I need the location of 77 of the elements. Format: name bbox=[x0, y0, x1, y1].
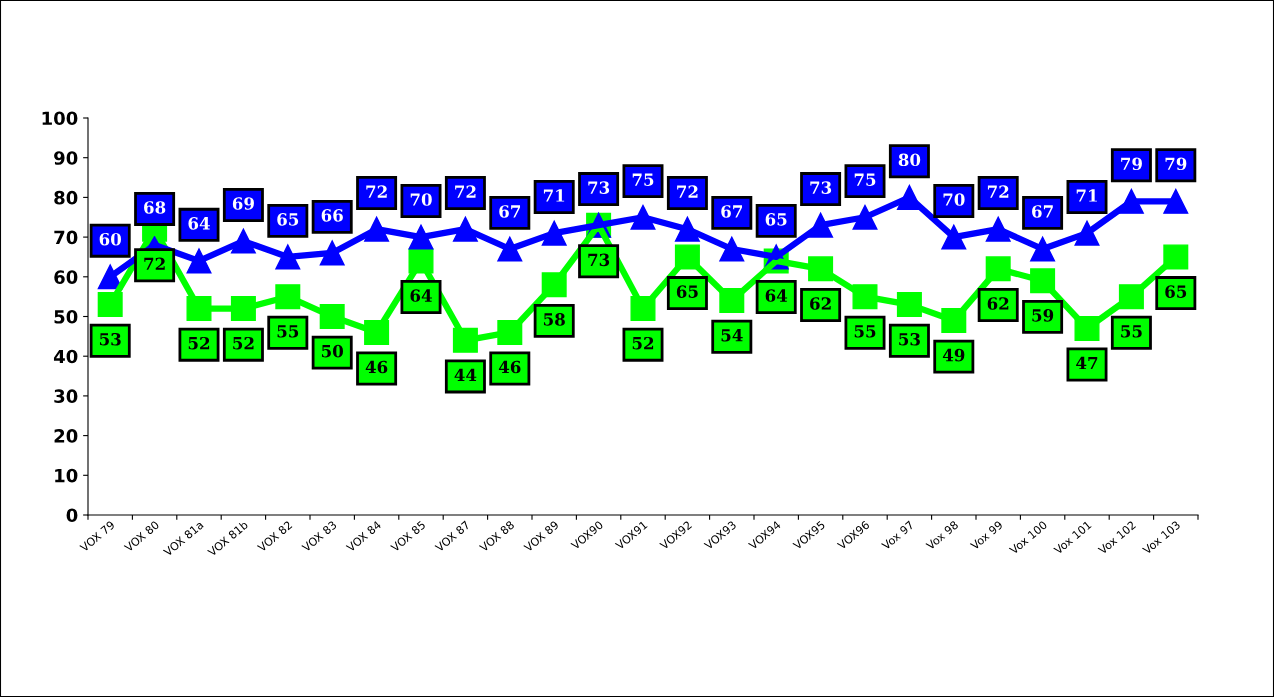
data-label: 52 bbox=[233, 336, 254, 350]
data-label: 46 bbox=[365, 360, 388, 374]
data-label: 73 bbox=[810, 181, 832, 194]
data-label: 75 bbox=[854, 173, 876, 186]
data-label: 69 bbox=[232, 197, 254, 210]
x-tick-label: VOX 88 bbox=[478, 520, 515, 553]
data-label: 49 bbox=[942, 348, 965, 362]
data-label: 79 bbox=[1121, 157, 1142, 171]
x-tick-label: Vox 100 bbox=[1008, 520, 1048, 555]
y-tick-label: 10 bbox=[55, 468, 78, 483]
data-label: 59 bbox=[1032, 309, 1054, 322]
data-label: 67 bbox=[499, 205, 521, 218]
data-label: 55 bbox=[277, 325, 299, 338]
y-tick-label: 80 bbox=[54, 190, 78, 205]
data-label: 47 bbox=[1076, 356, 1098, 370]
y-tick-label: 60 bbox=[54, 270, 78, 284]
data-label: 64 bbox=[410, 289, 432, 302]
y-tick-label: 90 bbox=[54, 151, 78, 165]
data-label: 65 bbox=[676, 285, 698, 298]
x-tick-label: Vox 97 bbox=[880, 520, 915, 551]
y-tick-label: 70 bbox=[54, 230, 78, 245]
data-label: 58 bbox=[543, 313, 565, 326]
data-label: 64 bbox=[765, 289, 788, 302]
data-label: 70 bbox=[943, 193, 965, 206]
y-tick-label: 30 bbox=[54, 389, 78, 404]
data-label: 65 bbox=[1165, 285, 1187, 298]
data-label: 54 bbox=[721, 328, 743, 342]
data-label: 72 bbox=[677, 185, 698, 198]
data-label: 62 bbox=[987, 297, 1009, 310]
y-tick-label: 100 bbox=[42, 111, 78, 126]
data-label: 62 bbox=[810, 297, 831, 310]
x-tick-label: VOX 79 bbox=[79, 520, 116, 553]
data-label: 52 bbox=[632, 336, 654, 350]
data-label: 52 bbox=[188, 336, 210, 350]
data-label: 72 bbox=[366, 185, 387, 198]
data-label: 80 bbox=[898, 153, 921, 167]
data-label: 75 bbox=[632, 173, 654, 186]
x-tick-label: Vox 103 bbox=[1141, 520, 1181, 555]
x-tick-label: VOX 80 bbox=[123, 520, 160, 553]
x-tick-label: Vox 101 bbox=[1053, 520, 1092, 555]
data-label: 72 bbox=[144, 257, 165, 270]
data-label: 72 bbox=[987, 185, 1009, 198]
x-tick-label: VOX 87 bbox=[434, 520, 471, 553]
data-label: 71 bbox=[1076, 189, 1097, 202]
data-label: 67 bbox=[721, 205, 743, 218]
x-tick-label: VOX 89 bbox=[523, 520, 560, 553]
y-tick-label: 20 bbox=[54, 429, 78, 443]
data-label: 44 bbox=[454, 368, 477, 382]
data-label: 79 bbox=[1165, 157, 1187, 171]
data-label: 55 bbox=[854, 325, 876, 338]
x-tick-label: VOX 85 bbox=[389, 520, 426, 553]
data-label: 64 bbox=[188, 217, 210, 230]
x-tick-label: VOX 82 bbox=[256, 520, 293, 553]
data-label: 72 bbox=[455, 185, 476, 198]
data-label: 73 bbox=[588, 181, 610, 194]
data-label: 73 bbox=[588, 253, 610, 267]
x-tick-label: Vox 98 bbox=[925, 520, 959, 551]
data-label: 68 bbox=[144, 201, 166, 214]
data-label: 55 bbox=[1121, 325, 1142, 338]
data-label: 50 bbox=[321, 344, 344, 358]
x-tick-label: Vox 99 bbox=[969, 520, 1004, 551]
data-label: 53 bbox=[899, 332, 920, 346]
data-label: 65 bbox=[277, 213, 299, 226]
data-label: 66 bbox=[321, 209, 343, 222]
y-tick-label: 40 bbox=[53, 349, 78, 364]
y-tick-label: 0 bbox=[66, 508, 78, 523]
data-label: 65 bbox=[765, 213, 787, 226]
data-label: 71 bbox=[543, 189, 565, 202]
data-label: 53 bbox=[99, 332, 121, 346]
x-tick-label: VOX 83 bbox=[301, 520, 338, 553]
x-tick-label: Vox 102 bbox=[1097, 520, 1137, 555]
y-tick-label: 50 bbox=[54, 309, 78, 324]
x-tick-label: VOX 84 bbox=[345, 520, 382, 553]
data-label: 67 bbox=[1032, 205, 1053, 218]
data-label: 70 bbox=[410, 193, 432, 206]
data-label: 60 bbox=[99, 232, 122, 246]
data-label: 46 bbox=[498, 360, 521, 374]
